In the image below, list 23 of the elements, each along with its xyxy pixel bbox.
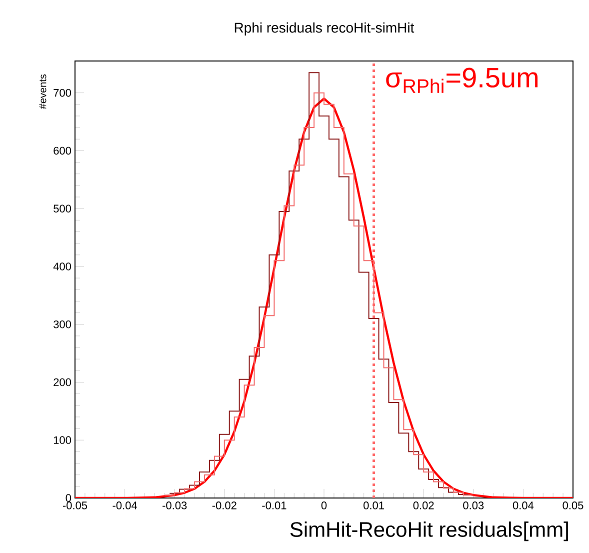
y-tick-label: 400 (53, 262, 72, 270)
y-tick-label: 200 (54, 378, 72, 386)
x-tick-label: 0.05 (562, 502, 584, 510)
x-tick-label: -0.02 (212, 502, 236, 510)
x-tick-label: -0.03 (162, 502, 187, 510)
y-tick-label: 300 (54, 320, 72, 328)
chart-title: Rphi residuals recoHit-simHit (234, 22, 414, 36)
x-tick-label: 0.02 (413, 502, 434, 510)
y-tick-label: 100 (54, 436, 72, 444)
y-tick-label: 0 (66, 494, 72, 502)
x-axis-title: SimHit-RecoHit residuals[mm] (290, 522, 568, 542)
annotation: σ$_{RPhi}$=9.5um (386, 68, 538, 93)
y-axis-title: #events (39, 74, 46, 110)
y-tick-label: 700 (54, 88, 72, 97)
x-tick-label: 0.04 (512, 502, 534, 510)
x-tick-label: 0 (321, 502, 327, 510)
y-tick-label: 500 (54, 204, 72, 212)
x-tick-label: -0.01 (262, 502, 286, 510)
x-tick-label: -0.04 (112, 502, 138, 510)
y-tick-label: 600 (54, 146, 72, 155)
x-tick-label: 0.03 (463, 502, 484, 510)
x-tick-label: -0.05 (62, 502, 88, 510)
x-tick-label: 0.01 (364, 502, 384, 510)
